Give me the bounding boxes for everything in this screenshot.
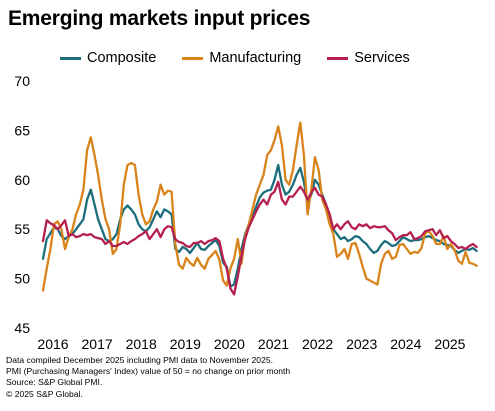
y-tick-label: 70 bbox=[14, 73, 30, 89]
chart-title: Emerging markets input prices bbox=[8, 7, 311, 30]
y-tick-label: 45 bbox=[14, 320, 30, 336]
footnotes: Data compiled December 2025 including PM… bbox=[6, 355, 290, 400]
x-tick-label: 2020 bbox=[214, 336, 245, 352]
legend-item-manufacturing: Manufacturing bbox=[182, 50, 301, 66]
legend-swatch-composite bbox=[60, 56, 81, 60]
y-tick-label: 55 bbox=[14, 221, 30, 237]
legend-item-composite: Composite bbox=[60, 50, 156, 66]
x-tick-label: 2016 bbox=[37, 336, 68, 352]
legend-swatch-services bbox=[327, 56, 349, 60]
y-tick-label: 60 bbox=[14, 172, 30, 188]
legend-label-composite: Composite bbox=[87, 50, 157, 66]
legend-item-services: Services bbox=[327, 50, 410, 66]
x-axis: 2016 2017 2018 2019 2020 2021 2022 2023 2024 2025 bbox=[37, 336, 465, 352]
legend-swatch-manufacturing bbox=[182, 56, 204, 60]
legend-label-services: Services bbox=[354, 50, 410, 66]
x-tick-label: 2025 bbox=[434, 336, 465, 352]
x-tick-label: 2023 bbox=[346, 336, 377, 352]
footnote-copyright: © 2025 S&P Global. bbox=[6, 388, 83, 399]
x-tick-label: 2022 bbox=[302, 336, 333, 352]
chart-plot: 45 50 55 60 65 70 2016 2017 2018 2019 2020 2021 202… bbox=[14, 73, 478, 352]
chart-legend: Composite Manufacturing Services bbox=[60, 48, 436, 68]
x-tick-label: 2019 bbox=[170, 336, 201, 352]
x-tick-label: 2024 bbox=[390, 336, 421, 352]
footnote-source: Source: S&P Global PMI. bbox=[6, 377, 103, 388]
y-tick-label: 65 bbox=[14, 122, 30, 138]
series-line-services bbox=[41, 180, 478, 296]
x-tick-label: 2021 bbox=[258, 336, 289, 352]
legend-label-manufacturing: Manufacturing bbox=[209, 50, 302, 66]
y-axis: 45 50 55 60 65 70 bbox=[14, 73, 30, 336]
x-tick-label: 2017 bbox=[82, 336, 113, 352]
footnote-pmi-definition: PMI (Purchasing Managers' Index) value o… bbox=[6, 366, 291, 377]
y-tick-label: 50 bbox=[14, 271, 30, 287]
series-line-manufacturing bbox=[41, 121, 478, 292]
series-lines bbox=[41, 121, 478, 296]
footnote-data-compiled: Data compiled December 2025 including PM… bbox=[6, 355, 274, 365]
series-line-composite bbox=[41, 163, 478, 288]
x-tick-label: 2018 bbox=[126, 336, 157, 352]
